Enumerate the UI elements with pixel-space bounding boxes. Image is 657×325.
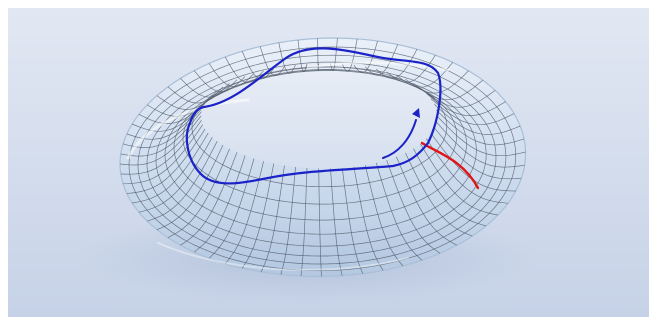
mesh-longitude-line: [353, 166, 384, 271]
mesh-longitude-line: [126, 128, 206, 194]
blue-loop-curve: [185, 47, 442, 185]
mesh-longitude-line: [122, 124, 204, 185]
mesh-latitude-line: [191, 66, 448, 188]
mesh-longitude-line: [330, 168, 343, 276]
mesh-longitude-line: [120, 120, 202, 175]
mesh-longitude-line: [413, 148, 487, 227]
mesh-longitude-line: [297, 39, 308, 72]
mesh-longitude-line: [317, 38, 320, 71]
mesh-longitude-line: [193, 155, 246, 253]
mesh-longitude-line: [386, 159, 441, 254]
mesh-longitude-line: [341, 167, 364, 274]
mesh-longitude-line: [132, 132, 209, 204]
mesh-latitude-line: [173, 70, 467, 221]
mesh-longitude-line: [436, 109, 525, 146]
mesh-longitude-line: [434, 104, 521, 135]
mesh-longitude-line: [180, 152, 238, 246]
mesh-longitude-line: [180, 78, 238, 98]
mesh-longitude-line: [156, 144, 224, 231]
mesh-latitude-line: [155, 66, 487, 247]
mesh-longitude-line: [318, 168, 322, 277]
mesh-longitude-line: [242, 163, 275, 269]
torus-hole: [201, 63, 437, 169]
mesh-longitude-line: [396, 62, 453, 88]
mesh-longitude-line: [300, 167, 308, 277]
glass-highlight-bottom: [157, 242, 409, 271]
torus-render: [8, 8, 649, 317]
mesh-longitude-line: [420, 143, 499, 216]
mesh-longitude-line: [330, 37, 338, 71]
mesh-longitude-line: [426, 138, 509, 204]
mesh-longitude-line: [260, 165, 285, 272]
mesh-longitude-line: [280, 166, 296, 275]
mesh-longitude-line: [396, 156, 458, 246]
mesh-latitude-lines: [128, 46, 517, 271]
mesh-longitude-line: [138, 137, 213, 213]
mesh-longitude-line: [224, 161, 264, 264]
glass-highlight-left: [126, 98, 250, 160]
mesh-longitude-line: [353, 40, 378, 74]
mesh-longitude-line: [208, 158, 255, 259]
direction-arrow-head: [412, 108, 420, 118]
mesh-longitude-line: [436, 115, 526, 157]
mesh-latitude-line: [146, 61, 497, 257]
mesh-latitude-line: [164, 69, 477, 235]
direction-arrow-shaft: [382, 119, 417, 159]
mesh-longitude-line: [434, 127, 522, 180]
mesh-longitude-line: [208, 63, 255, 88]
mesh-longitude-line: [436, 121, 525, 168]
mesh-longitude-line: [375, 162, 423, 261]
mesh-longitude-line: [420, 87, 496, 108]
mesh-longitude-line: [405, 152, 473, 237]
mesh-longitude-line: [364, 165, 404, 267]
mesh-longitude-line: [156, 86, 224, 110]
mesh-longitude-line: [278, 42, 296, 74]
mesh-longitude-line: [259, 46, 285, 76]
mesh-longitude-line: [430, 98, 515, 126]
mesh-latitude-line: [128, 46, 517, 271]
mesh-longitude-line: [167, 148, 230, 239]
render-canvas: [8, 8, 649, 317]
mesh-longitude-line: [147, 141, 218, 222]
